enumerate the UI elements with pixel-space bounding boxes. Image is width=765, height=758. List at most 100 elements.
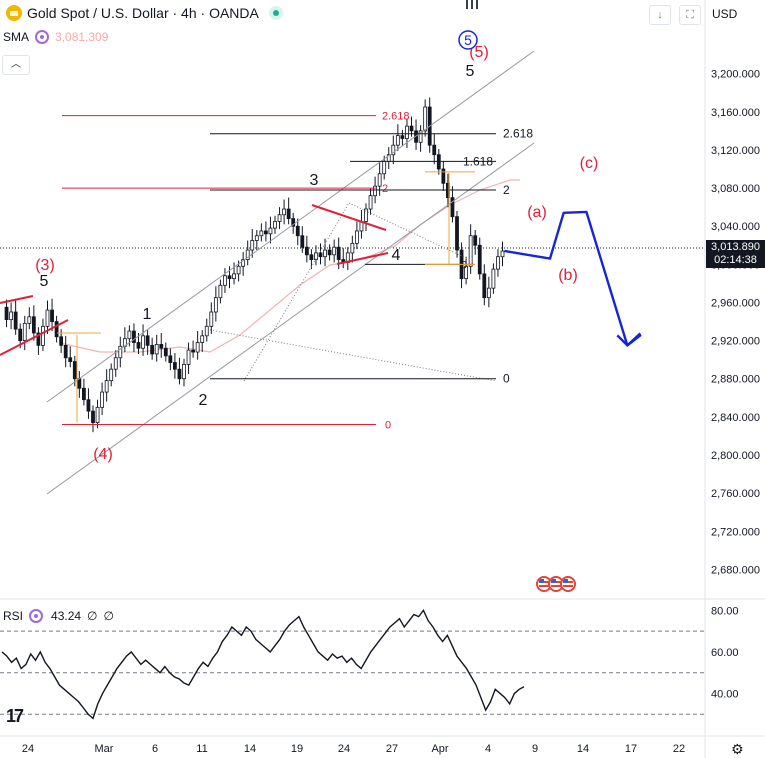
candle-body bbox=[354, 230, 359, 244]
candle-body bbox=[364, 208, 368, 222]
candle-body bbox=[245, 249, 250, 260]
wave-label: (4) bbox=[93, 446, 113, 463]
fib-black-label: 2 bbox=[503, 183, 510, 197]
wave-label: 5 bbox=[464, 32, 472, 48]
symbol-title[interactable]: Gold Spot / U.S. Dollar · 4h · OANDA bbox=[27, 5, 259, 21]
currency-selector[interactable]: USD bbox=[712, 7, 738, 21]
wave-label: 1 bbox=[143, 306, 152, 323]
sma-name: SMA bbox=[3, 30, 30, 44]
candle-body bbox=[496, 256, 500, 270]
candle-body bbox=[223, 275, 227, 286]
wave-label: 4 bbox=[392, 247, 401, 264]
rsi-legend[interactable]: RSI 43.24 ∅ ∅ bbox=[3, 609, 114, 623]
candle-body bbox=[91, 410, 95, 423]
wave-label: (b) bbox=[558, 267, 578, 284]
candle-body bbox=[100, 391, 104, 408]
axis-labels: 3,200.000 3,160.000 3,120.000 3,080.000 3,04… bbox=[22, 69, 760, 755]
wave-label: (a) bbox=[527, 204, 547, 221]
x-tick-label: 22 bbox=[673, 743, 685, 755]
fib-red-label: 2 bbox=[382, 183, 388, 195]
trend-dotted-line bbox=[348, 202, 471, 261]
economic-events[interactable] bbox=[536, 576, 576, 592]
candle-body bbox=[118, 345, 123, 359]
fullscreen-button[interactable]: ⛶ bbox=[679, 5, 701, 25]
candle-body bbox=[95, 406, 100, 423]
y-tick-label: 3,080.000 bbox=[711, 183, 760, 195]
wave-label: 5 bbox=[40, 273, 49, 290]
candle-body bbox=[477, 244, 482, 275]
rsi-panel: 80.00 60.00 40.00 bbox=[0, 605, 739, 720]
sma-legend[interactable]: SMA 3,081.309 bbox=[3, 30, 108, 44]
y-tick-label: 3,120.000 bbox=[711, 145, 760, 157]
red-trendline bbox=[0, 319, 69, 356]
candle-body bbox=[113, 357, 118, 370]
candle-body bbox=[304, 246, 309, 256]
rsi-name: RSI bbox=[3, 609, 24, 623]
candle-body bbox=[482, 273, 487, 299]
candle-body bbox=[195, 342, 200, 353]
candle-body bbox=[82, 387, 86, 401]
rsi-value: 43.24 bbox=[51, 609, 82, 623]
us-flag-icon[interactable] bbox=[548, 576, 564, 592]
market-status-icon[interactable] bbox=[268, 6, 283, 20]
red-trendline bbox=[336, 252, 389, 265]
candle-body bbox=[150, 344, 155, 355]
candle-body bbox=[295, 225, 300, 237]
x-tick-label: 9 bbox=[532, 743, 538, 755]
candle-body bbox=[250, 240, 255, 251]
y-tick-label: 2,920.000 bbox=[711, 336, 760, 348]
y-tick-label: 2,880.000 bbox=[711, 374, 760, 386]
wave-label: (5) bbox=[469, 44, 489, 61]
candle-body bbox=[409, 125, 414, 132]
candle-body bbox=[254, 235, 259, 241]
candle-body bbox=[391, 144, 396, 156]
candle-body bbox=[45, 309, 50, 327]
candle-body bbox=[241, 259, 246, 267]
fib-small-label: 0 bbox=[461, 259, 467, 271]
candle-body bbox=[163, 347, 168, 357]
settings-gear-icon[interactable]: ⚙ bbox=[731, 741, 744, 757]
wave-label: III bbox=[464, 0, 479, 13]
wave-circle bbox=[458, 30, 478, 50]
us-flag-icon[interactable] bbox=[560, 576, 576, 592]
candle-body bbox=[4, 306, 9, 321]
candle-body bbox=[336, 246, 341, 260]
candle-body bbox=[13, 311, 18, 330]
candle-body bbox=[186, 349, 191, 365]
candle-body bbox=[423, 106, 428, 132]
candle-body bbox=[127, 330, 132, 340]
candle-body bbox=[441, 168, 446, 184]
candle-body bbox=[27, 316, 32, 324]
candle-body bbox=[291, 218, 296, 227]
candle-body bbox=[141, 335, 145, 349]
candle-body bbox=[41, 325, 45, 346]
fib-black-label: 1.618 bbox=[463, 154, 493, 168]
rsi-param-2: ∅ bbox=[103, 609, 114, 623]
rsi-settings-icon[interactable] bbox=[29, 609, 44, 623]
x-tick-label: Apr bbox=[431, 743, 448, 755]
tradingview-logo[interactable]: 17 bbox=[6, 706, 24, 726]
indicator-settings-icon[interactable] bbox=[35, 30, 50, 44]
candle-body bbox=[232, 273, 236, 280]
candle-body bbox=[350, 242, 355, 254]
y-tick-label: 2,760.000 bbox=[711, 488, 760, 500]
candle-body bbox=[455, 216, 459, 251]
candle-body bbox=[59, 336, 64, 346]
y-tick-label: 2,840.000 bbox=[711, 412, 760, 424]
candle-body bbox=[172, 362, 177, 370]
candle-body bbox=[332, 246, 337, 256]
candle-body bbox=[300, 235, 305, 248]
candle-body bbox=[182, 364, 186, 380]
candle-body bbox=[450, 197, 455, 218]
collapse-legend-button[interactable]: ︿ bbox=[2, 55, 30, 75]
fib-red-label: 0 bbox=[385, 419, 391, 431]
candle-body bbox=[72, 361, 77, 380]
candle-body bbox=[377, 173, 382, 187]
candle-body bbox=[145, 335, 150, 346]
scroll-down-button[interactable]: ↓ bbox=[649, 5, 671, 25]
x-tick-label: 14 bbox=[577, 743, 589, 755]
wave-label: 5 bbox=[466, 63, 475, 80]
annotations: 2.618202.6181.618200(3)5(4)12345(5)5III(… bbox=[0, 0, 642, 495]
y-tick-label: 3,200.000 bbox=[711, 69, 760, 81]
candle-body bbox=[405, 125, 409, 139]
